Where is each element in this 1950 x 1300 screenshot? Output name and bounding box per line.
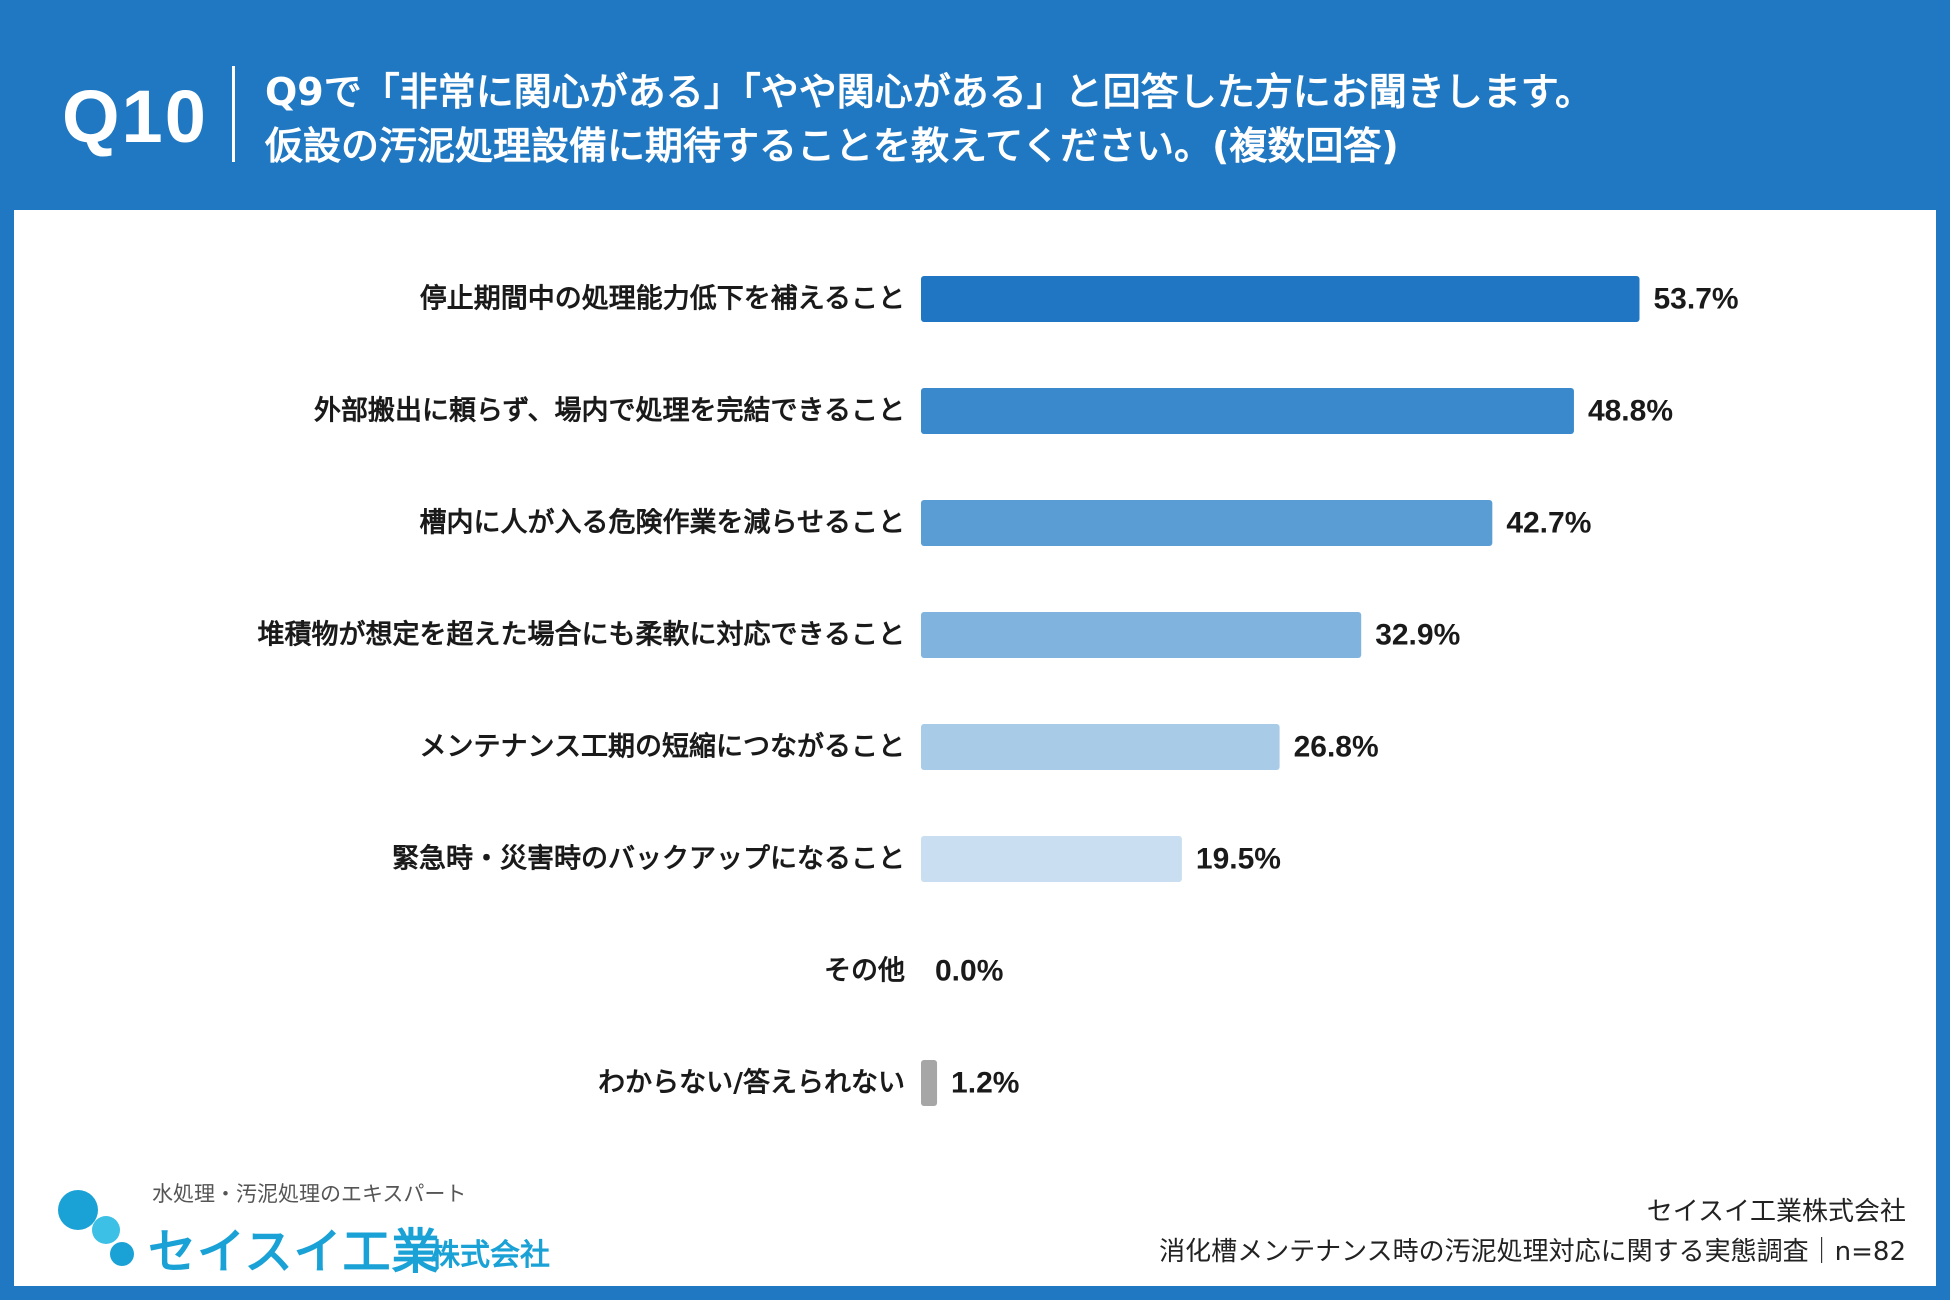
value-label: 53.7% [1654,283,1739,316]
bar [921,836,1182,882]
logo-bubbles-icon [58,1190,134,1266]
value-label: 48.8% [1588,395,1673,428]
logo-company-suffix: 株式会社 [430,1238,550,1273]
category-label: メンテナンス工期の短縮につながること [420,731,905,763]
value-label: 32.9% [1375,619,1460,652]
category-label: 停止期間中の処理能力低下を補えること [420,283,905,315]
chart-panel: 停止期間中の処理能力低下を補えること 53.7% 外部搬出に頼らず、場内で処理を完結… [14,210,1936,1286]
category-label: 槽内に人が入る危険作業を減らせること [420,507,905,539]
bar [921,500,1493,546]
value-label: 42.7% [1506,507,1591,540]
value-label: 0.0% [935,955,1003,988]
bar [921,1060,938,1106]
value-label: 26.8% [1294,731,1379,764]
category-label: その他 [824,956,905,987]
header-divider [232,66,235,162]
question-number: Q10 [62,75,208,158]
logo-company-name: セイスイ工業 [148,1224,441,1280]
bar [921,612,1362,658]
bar [921,724,1280,770]
bar [921,388,1574,434]
category-label: 外部搬出に頼らず、場内で処理を完結できること [314,395,905,427]
category-label: わからない/答えられない [598,1067,905,1099]
bar-chart: 停止期間中の処理能力低下を補えること 53.7% 外部搬出に頼らず、場内で処理を完結… [258,276,1739,1106]
logo-tagline: 水処理・汚泥処理のエキスパート [152,1182,467,1206]
value-label: 1.2% [951,1067,1019,1100]
source-company: セイスイ工業株式会社 [1646,1197,1906,1227]
question-text-line-2: 仮設の汚泥処理設備に期待することを教えてください。(複数回答) [265,124,1399,168]
category-label: 堆積物が想定を超えた場合にも柔軟に対応できること [258,619,905,651]
header-banner: Q10 Q9で「非常に関心がある」「やや関心がある」と回答した方にお聞きします。… [0,0,1950,210]
value-label: 19.5% [1196,843,1281,876]
question-text-line-1: Q9で「非常に関心がある」「やや関心がある」と回答した方にお聞きします。 [265,70,1593,114]
category-label: 緊急時・災害時のバックアップになること [392,843,905,875]
bar [921,276,1640,322]
source-survey: 消化槽メンテナンス時の汚泥処理対応に関する実態調査｜n=82 [1159,1237,1906,1267]
company-logo: 水処理・汚泥処理のエキスパート セイスイ工業 株式会社 [54,1170,614,1280]
source-note: セイスイ工業株式会社 消化槽メンテナンス時の汚泥処理対応に関する実態調査｜n=8… [1159,1192,1906,1272]
